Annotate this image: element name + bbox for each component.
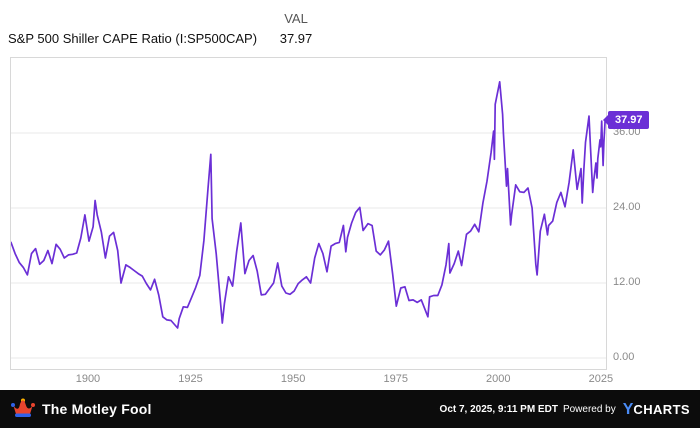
motley-fool-logo[interactable]: The Motley Fool — [10, 398, 152, 420]
x-tick-label: 1950 — [280, 373, 306, 385]
timestamp: Oct 7, 2025, 9:11 PM EDT — [439, 403, 558, 415]
x-tick-label: 2025 — [588, 373, 614, 385]
brand-wordmark: The Motley Fool — [42, 401, 152, 417]
y-tick-label: 0.00 — [613, 351, 635, 363]
footer-bar: The Motley Fool Oct 7, 2025, 9:11 PM EDT… — [0, 390, 700, 428]
plot-area[interactable] — [10, 57, 607, 370]
x-tick-label: 1925 — [178, 373, 203, 385]
cape-ratio-line — [11, 80, 606, 329]
ycharts-y-mark: Y — [622, 400, 634, 418]
y-tick-label: 24.00 — [613, 201, 641, 213]
jester-cap-icon — [11, 398, 35, 417]
y-tick-label: 12.00 — [613, 276, 641, 288]
ycharts-wordmark: CHARTS — [633, 401, 690, 417]
val-current-value: 37.97 — [279, 31, 313, 46]
cape-line-chart — [11, 80, 606, 359]
x-tick-label: 1975 — [383, 373, 408, 385]
badge-label: 37.97 — [615, 113, 643, 126]
current-value-badge: 37.97 — [603, 110, 649, 129]
x-tick-label: 1900 — [75, 373, 101, 385]
attribution: Oct 7, 2025, 9:11 PM EDT Powered by Y CHA… — [439, 400, 690, 418]
val-column-header: VAL — [284, 11, 308, 26]
powered-by-label: Powered by — [562, 403, 616, 415]
ycharts-logo[interactable]: Y CHARTS — [622, 400, 690, 418]
chart-title: S&P 500 Shiller CAPE Ratio (I:SP500CAP) — [8, 31, 258, 46]
y-tick-label: 36.00 — [613, 126, 641, 138]
x-tick-label: 2000 — [486, 373, 511, 385]
